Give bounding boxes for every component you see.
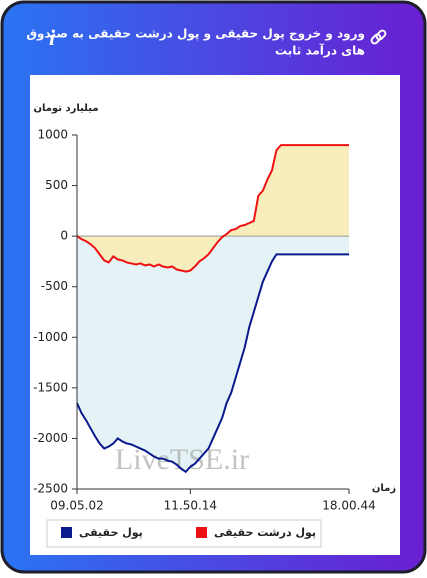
series-line [76, 253, 349, 474]
y-tick-label: -500 [41, 279, 68, 293]
x-axis-title: زمان [372, 483, 396, 494]
legend-box [46, 519, 322, 548]
legend-swatch [196, 527, 207, 538]
x-tick-label: 18.00.44 [322, 499, 375, 513]
series-area [77, 145, 349, 272]
legend-swatch [61, 527, 72, 538]
y-tick-label: -1000 [33, 330, 68, 344]
info-icon[interactable]: i [49, 25, 56, 50]
legend-item: پول حقیقی [61, 526, 143, 539]
y-tick-label: -2000 [33, 431, 68, 445]
y-tick-label: 1000 [37, 128, 68, 142]
y-tick-label: 500 [45, 178, 68, 192]
watermark: LiveTSE.ir [115, 443, 249, 476]
series-line [76, 144, 349, 273]
legend-label: پول حقیقی [79, 526, 143, 539]
y-tick-label: -1500 [33, 380, 68, 394]
y-tick-label: 0 [60, 229, 68, 243]
legend-item: پول درشت حقیقی [196, 526, 316, 539]
link-icon[interactable] [370, 29, 387, 45]
y-axis-title: میلیارد تومان [33, 103, 98, 114]
y-tick-label: -2500 [33, 482, 68, 496]
plot: LiveTSE.ir -2500 -2000 -1500 -1000 -500 0 500 10… [33, 103, 396, 548]
x-tick-label: 09.05.02 [50, 499, 103, 513]
x-tick-label: 11.50.14 [164, 499, 217, 513]
series-area [77, 236, 349, 472]
title-line: های درآمد ثابت [275, 43, 365, 58]
title-line: ورود و خروج پول حقیقی و پول درشت حقیقی ب… [26, 27, 365, 42]
legend-label: پول درشت حقیقی [214, 526, 316, 539]
